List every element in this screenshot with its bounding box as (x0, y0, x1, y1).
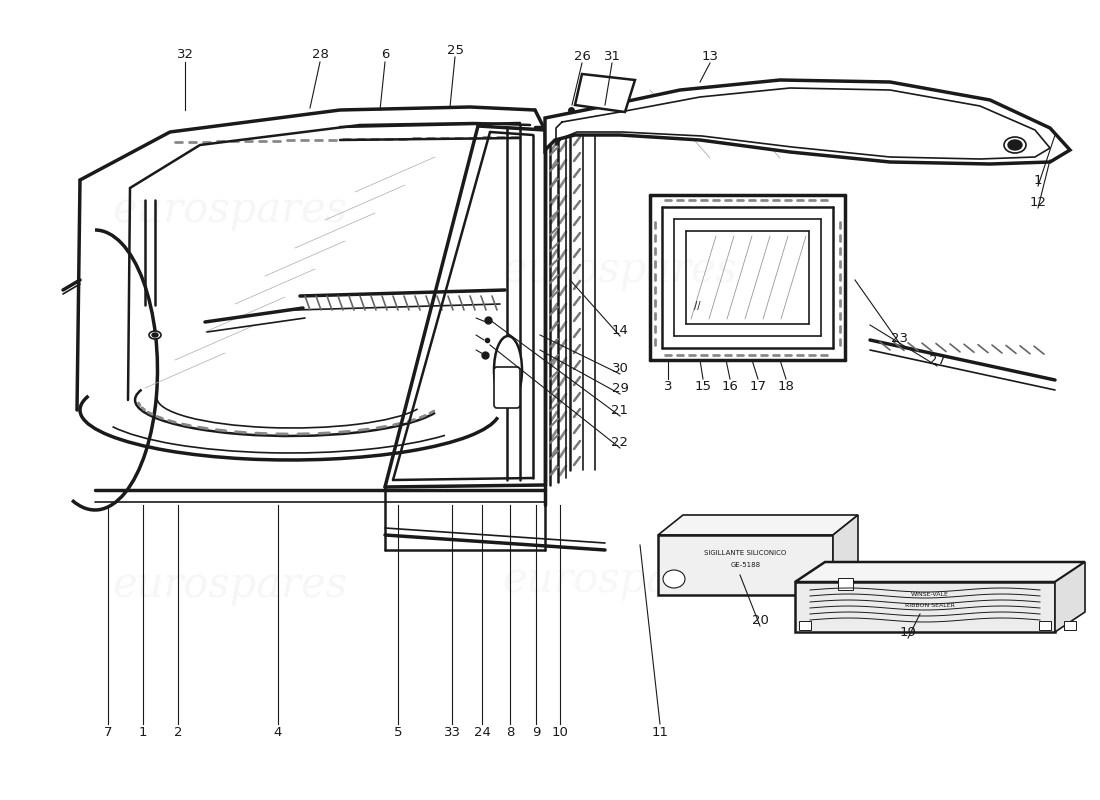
FancyBboxPatch shape (1040, 621, 1050, 630)
Text: 21: 21 (612, 403, 628, 417)
Ellipse shape (494, 336, 522, 404)
Text: 8: 8 (506, 726, 514, 738)
Text: eurospares: eurospares (112, 564, 348, 606)
Polygon shape (1055, 562, 1085, 632)
Text: eurospares: eurospares (503, 559, 737, 601)
Text: 30: 30 (612, 362, 628, 374)
Polygon shape (575, 74, 635, 112)
Text: 23: 23 (891, 331, 909, 345)
Text: 12: 12 (1030, 195, 1046, 209)
Text: 31: 31 (604, 50, 620, 62)
Text: 16: 16 (722, 381, 738, 394)
Text: SIGILLANTE SILICONICO: SIGILLANTE SILICONICO (704, 550, 786, 556)
Text: GE-5188: GE-5188 (730, 562, 760, 568)
Text: 33: 33 (443, 726, 461, 738)
Text: 9: 9 (531, 726, 540, 738)
FancyBboxPatch shape (1064, 621, 1076, 630)
Text: 5: 5 (394, 726, 403, 738)
Ellipse shape (148, 331, 161, 339)
Text: 19: 19 (900, 626, 916, 638)
FancyBboxPatch shape (658, 535, 833, 595)
Text: 10: 10 (551, 726, 569, 738)
Ellipse shape (1004, 137, 1026, 153)
Text: 28: 28 (311, 49, 329, 62)
Text: 7: 7 (103, 726, 112, 738)
Text: 32: 32 (176, 49, 194, 62)
Polygon shape (795, 582, 1055, 632)
Ellipse shape (152, 333, 158, 337)
Text: 24: 24 (474, 726, 491, 738)
Polygon shape (833, 515, 858, 595)
Text: 18: 18 (778, 381, 794, 394)
Text: 4: 4 (274, 726, 283, 738)
Text: 29: 29 (612, 382, 628, 394)
Polygon shape (795, 562, 1085, 582)
Text: 26: 26 (573, 50, 591, 62)
Text: 22: 22 (612, 435, 628, 449)
Text: 17: 17 (749, 381, 767, 394)
Text: WINSE-VALE: WINSE-VALE (911, 592, 949, 597)
Text: 3: 3 (663, 381, 672, 394)
Text: eurospares: eurospares (112, 189, 348, 231)
Text: 2: 2 (174, 726, 183, 738)
Text: 14: 14 (612, 323, 628, 337)
Text: 1: 1 (1034, 174, 1043, 186)
Text: 20: 20 (751, 614, 769, 626)
Text: eurospares: eurospares (503, 249, 737, 291)
Text: 6: 6 (381, 49, 389, 62)
FancyBboxPatch shape (799, 621, 811, 630)
Polygon shape (544, 80, 1070, 164)
Ellipse shape (663, 570, 685, 588)
FancyBboxPatch shape (494, 367, 520, 408)
Text: RIBBON SEALER: RIBBON SEALER (905, 603, 955, 608)
Text: 25: 25 (447, 43, 463, 57)
FancyBboxPatch shape (838, 578, 853, 590)
Text: 11: 11 (651, 726, 669, 738)
Text: 1: 1 (139, 726, 147, 738)
Text: //: // (694, 301, 701, 311)
Ellipse shape (1008, 140, 1022, 150)
Text: 13: 13 (702, 50, 718, 62)
Text: 27: 27 (928, 354, 946, 366)
Polygon shape (658, 515, 858, 535)
Text: 15: 15 (694, 381, 712, 394)
